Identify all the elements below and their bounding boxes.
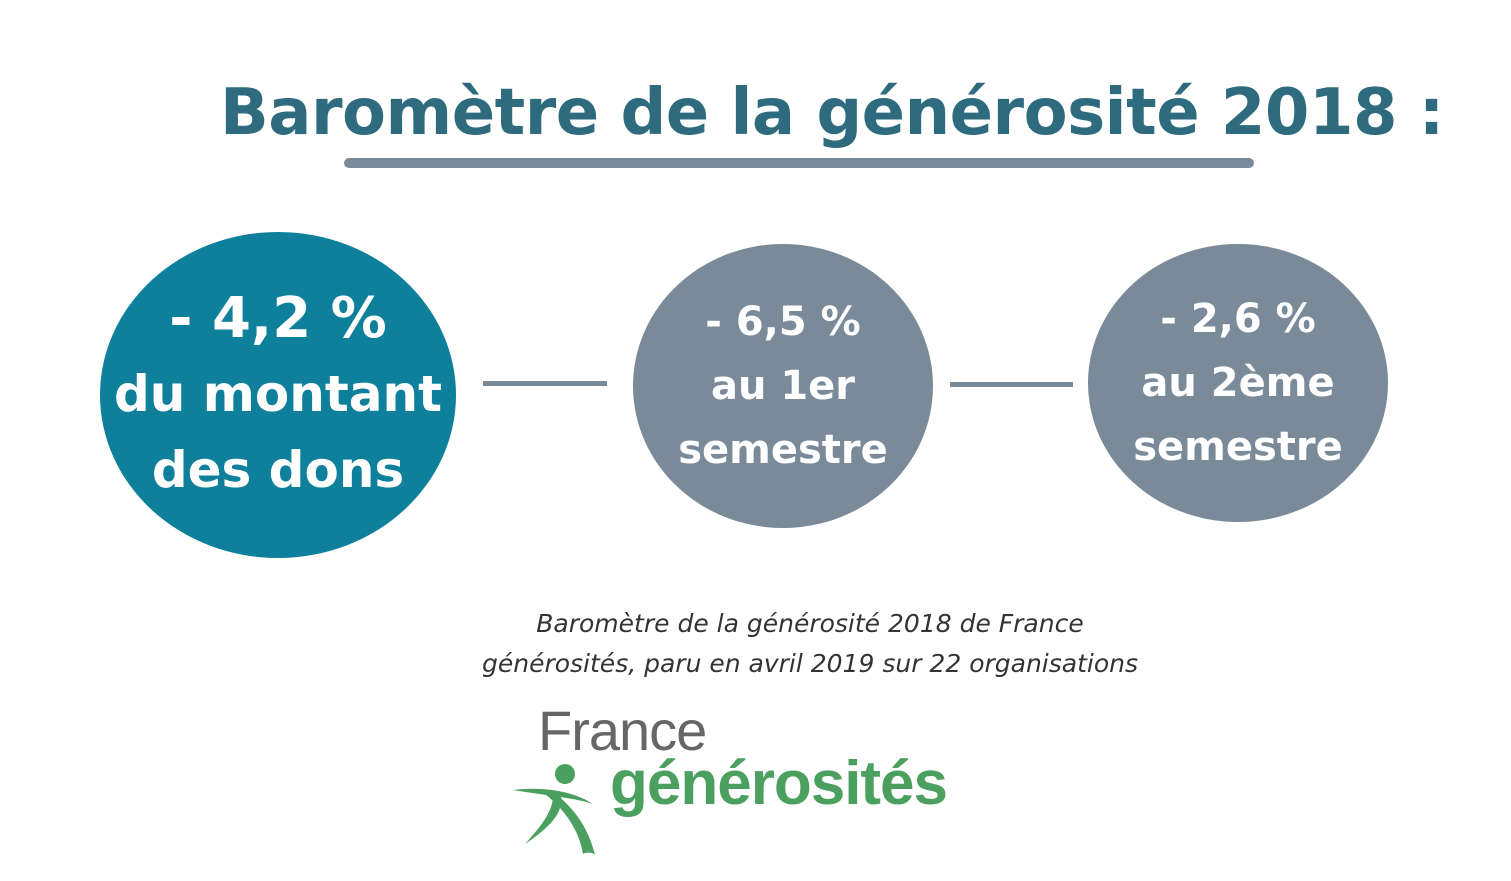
semester2-circle: - 2,6 % au 2ème semestre xyxy=(1088,244,1388,522)
source-line2: générosités, paru en avril 2019 sur 22 o… xyxy=(481,649,1139,678)
semester2-value: - 2,6 % xyxy=(1160,296,1316,342)
running-figure-icon xyxy=(513,764,595,855)
semester1-line1: au 1er xyxy=(710,363,856,409)
semester1-value: - 6,5 % xyxy=(705,299,861,345)
semester2-line2: semestre xyxy=(1133,424,1343,470)
semester2-line1: au 2ème xyxy=(1141,360,1335,406)
main-stat-circle: - 4,2 % du montant des dons xyxy=(100,232,456,558)
source-caption: Baromètre de la générosité 2018 de Franc… xyxy=(380,604,1240,684)
connector-line xyxy=(950,382,1073,387)
logo-word-generosites: générosités xyxy=(610,749,948,818)
page-title: Baromètre de la générosité 2018 : xyxy=(220,76,1444,150)
main-stat-line1: du montant xyxy=(114,365,442,423)
logo-word-france: France xyxy=(538,699,707,762)
semester1-line2: semestre xyxy=(678,427,888,473)
title-underline xyxy=(344,158,1254,168)
connector-line xyxy=(483,381,607,386)
main-stat-value: - 4,2 % xyxy=(169,286,387,351)
semester1-circle: - 6,5 % au 1er semestre xyxy=(633,244,933,528)
main-stat-line2: des dons xyxy=(151,441,405,499)
france-generosites-logo: France générosités xyxy=(505,700,1045,860)
source-line1: Baromètre de la générosité 2018 de Franc… xyxy=(536,609,1084,638)
